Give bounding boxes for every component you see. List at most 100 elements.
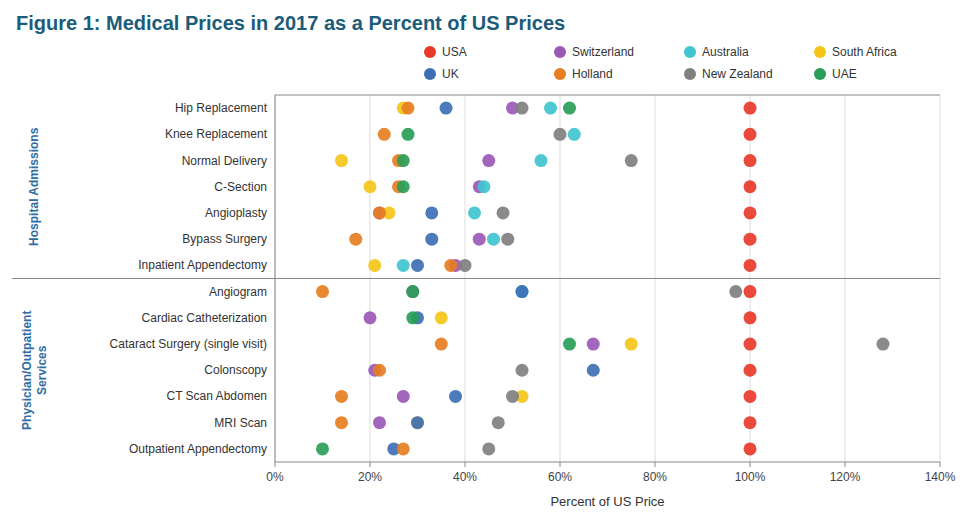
dot	[411, 416, 424, 429]
legend-swatch	[424, 68, 436, 80]
category-label: Bypass Surgery	[182, 232, 267, 246]
tick-label: 0%	[266, 470, 284, 484]
legend-swatch	[684, 68, 696, 80]
dot	[397, 154, 410, 167]
legend-swatch	[424, 46, 436, 58]
dot	[625, 338, 638, 351]
legend-swatch	[554, 46, 566, 58]
tick-label: 60%	[548, 470, 572, 484]
tick-mark	[750, 462, 751, 467]
title: Figure 1: Medical Prices in 2017 as a Pe…	[16, 12, 565, 34]
dot	[378, 128, 391, 141]
legend-swatch	[684, 46, 696, 58]
category-label: Outpatient Appendectomy	[129, 442, 267, 456]
category-label: Normal Delivery	[182, 154, 267, 168]
category-label: MRI Scan	[214, 416, 267, 430]
category-label: Knee Replacement	[165, 127, 268, 141]
category-label: Cataract Surgery (single visit)	[110, 337, 267, 351]
legend-swatch	[814, 68, 826, 80]
legend: USASwitzerlandAustraliaSouth AfricaUKHol…	[424, 45, 897, 81]
dot	[397, 442, 410, 455]
dot	[744, 338, 757, 351]
frame-line	[275, 95, 940, 96]
section-label: Hospital Admissions	[27, 127, 41, 246]
tick-mark	[560, 462, 561, 467]
dot	[364, 180, 377, 193]
legend-label: Holland	[572, 67, 613, 81]
dot	[744, 102, 757, 115]
dot	[335, 390, 348, 403]
x-axis: 0%20%40%60%80%100%120%140%	[266, 95, 955, 484]
dot	[501, 233, 514, 246]
dot	[425, 206, 438, 219]
dot	[349, 233, 362, 246]
group-divider	[12, 278, 940, 279]
dot	[335, 154, 348, 167]
dot	[563, 102, 576, 115]
tick-mark	[370, 462, 371, 467]
dot	[364, 311, 377, 324]
dot	[373, 364, 386, 377]
tick-label: 140%	[925, 470, 956, 484]
dot	[482, 442, 495, 455]
tick-mark	[465, 462, 466, 467]
dot	[744, 154, 757, 167]
dot	[554, 128, 567, 141]
dot	[516, 285, 529, 298]
dot	[497, 206, 510, 219]
dot	[625, 154, 638, 167]
dot	[744, 206, 757, 219]
dot	[459, 259, 472, 272]
legend-swatch	[554, 68, 566, 80]
legend-label: USA	[442, 45, 467, 59]
legend-swatch	[814, 46, 826, 58]
dot	[411, 259, 424, 272]
dot	[406, 285, 419, 298]
dot	[373, 416, 386, 429]
section-label-line: Hospital Admissions	[27, 127, 41, 246]
tick-mark	[655, 462, 656, 467]
dot	[516, 364, 529, 377]
dot	[744, 390, 757, 403]
dot	[492, 416, 505, 429]
tick-label: 100%	[735, 470, 766, 484]
dot	[744, 128, 757, 141]
dot	[397, 259, 410, 272]
tick-mark	[275, 462, 276, 467]
dot	[587, 364, 600, 377]
category-label: CT Scan Abdomen	[166, 389, 267, 403]
dot	[425, 233, 438, 246]
dot	[744, 416, 757, 429]
dot	[449, 390, 462, 403]
dot	[397, 180, 410, 193]
dot	[406, 311, 419, 324]
dot	[402, 102, 415, 115]
dot	[568, 128, 581, 141]
dot	[563, 338, 576, 351]
tick-label: 40%	[453, 470, 477, 484]
dot	[440, 102, 453, 115]
dot	[744, 233, 757, 246]
category-label: Cardiac Catheterization	[142, 311, 267, 325]
legend-label: Australia	[702, 45, 749, 59]
dot	[373, 206, 386, 219]
dot	[478, 180, 491, 193]
category-label: Angioplasty	[205, 206, 267, 220]
dot	[506, 390, 519, 403]
section-label-line: Services	[35, 345, 49, 395]
section-label-line: Physician/Outpatient	[20, 311, 34, 430]
axis-label: Percent of US Price	[550, 494, 664, 509]
dot	[729, 285, 742, 298]
dot	[435, 311, 448, 324]
dot	[535, 154, 548, 167]
dot	[444, 259, 457, 272]
legend-label: UK	[442, 67, 459, 81]
dot	[397, 390, 410, 403]
dot	[468, 206, 481, 219]
dot	[482, 154, 495, 167]
category-label: Colonscopy	[204, 363, 267, 377]
legend-label: South Africa	[832, 45, 897, 59]
dot	[877, 338, 890, 351]
dot	[316, 442, 329, 455]
dot	[368, 259, 381, 272]
